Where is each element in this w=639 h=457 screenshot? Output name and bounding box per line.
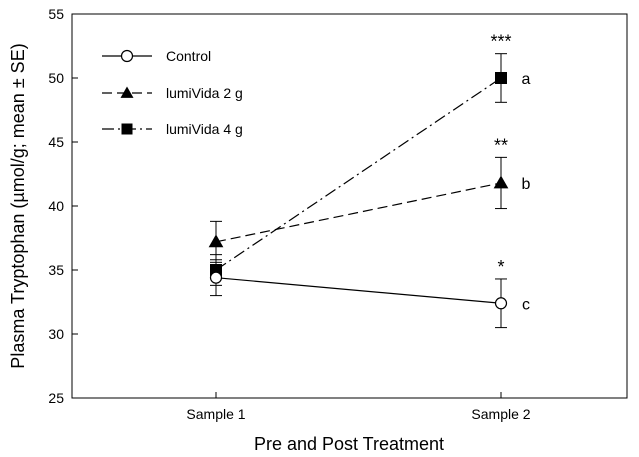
y-tick-label: 45 [48, 134, 64, 150]
x-axis-title: Pre and Post Treatment [254, 434, 444, 454]
plot-frame [71, 13, 628, 399]
data-point [493, 175, 509, 189]
group-letter: c [522, 296, 530, 313]
series-line [215, 182, 502, 243]
significance-stars: * [497, 257, 504, 277]
y-tick-label: 50 [48, 70, 64, 86]
group-letter: a [522, 71, 531, 88]
y-axis-title: Plasma Tryptophan (µmol/g; mean ± SE) [8, 43, 28, 368]
legend-label: Control [166, 48, 211, 64]
group-letter: b [522, 176, 531, 193]
y-tick-label: 30 [48, 326, 64, 342]
series-line [215, 77, 502, 271]
y-tick-label: 35 [48, 262, 64, 278]
significance-stars: *** [490, 32, 511, 52]
error-bars [210, 53, 507, 329]
series-line [215, 277, 502, 304]
x-tick-label: Sample 2 [471, 406, 530, 422]
data-point [208, 234, 224, 248]
y-tick-label: 25 [48, 390, 64, 406]
legend-marker [121, 123, 133, 135]
legend-label: lumiVida 2 g [166, 85, 243, 101]
data-markers [208, 72, 509, 310]
y-tick-label: 55 [48, 6, 64, 22]
x-axis-ticks: Sample 1 Sample 2 [186, 392, 531, 422]
legend-marker [120, 49, 134, 63]
y-tick-label: 40 [48, 198, 64, 214]
series-lines [215, 77, 502, 304]
significance-stars: ** [494, 135, 508, 155]
y-axis-ticks: 25 30 35 40 45 50 55 [48, 6, 78, 406]
legend-label: lumiVida 4 g [166, 121, 243, 137]
significance-annotations: *** a ** b * c [490, 32, 530, 314]
legend-marker [120, 86, 134, 98]
data-point [495, 72, 507, 84]
x-tick-label: Sample 1 [186, 406, 245, 422]
data-point [209, 271, 223, 284]
data-point [494, 297, 508, 310]
legend: Control lumiVida 2 g lumiVida 4 g [102, 48, 243, 137]
